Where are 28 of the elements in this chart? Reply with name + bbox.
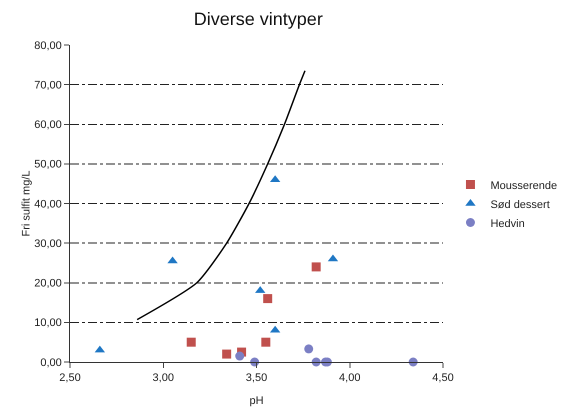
point (304, 344, 314, 354)
line-series (136, 70, 306, 320)
point (235, 352, 244, 361)
x-tick-label: 4,00 (339, 372, 360, 384)
y-tick-label: 20,00 (34, 278, 62, 290)
y-tick-label: 50,00 (34, 158, 62, 171)
legend-label: Mousserende (490, 180, 558, 192)
x-tick-label: 3,50 (246, 372, 268, 384)
y-tick-label: 10,00 (34, 317, 62, 330)
chart-title: Diverse vintyper (194, 8, 323, 29)
x-tick-label: 3,00 (152, 372, 174, 384)
y-tick-label: 80,00 (34, 40, 62, 52)
y-axis-title: Fri sulfit mg/L (20, 170, 32, 237)
x-tick-label: 4,50 (432, 372, 454, 384)
x-axis-title: pH (249, 395, 264, 407)
point (263, 294, 272, 304)
y-tick-label: 40,00 (34, 198, 62, 210)
y-tick-label: 0,00 (40, 356, 62, 369)
point (312, 262, 321, 272)
y-tick-label: 60,00 (34, 119, 62, 132)
point (261, 338, 270, 347)
legend-label: Sød dessert (490, 198, 550, 211)
point (222, 350, 232, 359)
y-tick-label: 30,00 (34, 238, 62, 250)
y-tick-label: 70,00 (34, 79, 62, 92)
legend-label: Hedvin (490, 218, 525, 230)
point (186, 338, 196, 347)
x-tick-label: 2,50 (59, 372, 81, 384)
